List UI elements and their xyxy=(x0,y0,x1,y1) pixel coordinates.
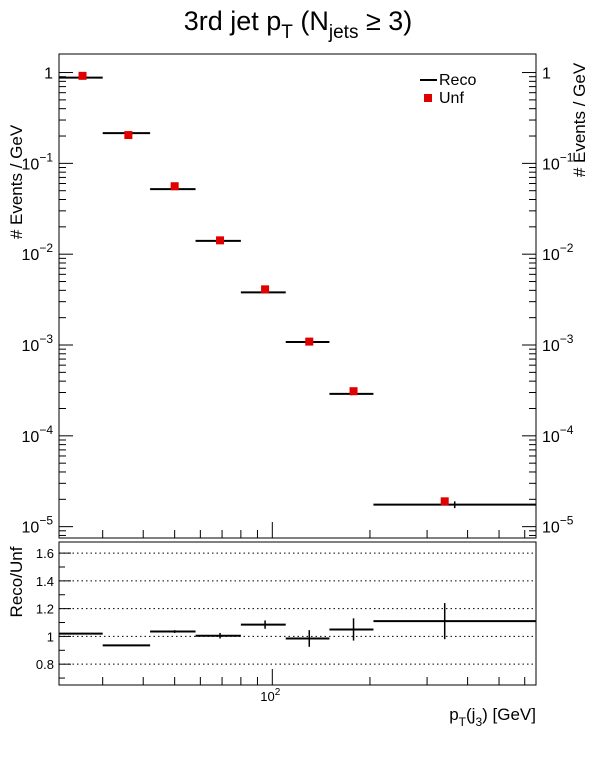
unf-marker xyxy=(216,236,225,245)
ratio-y-tick-label: 1.6 xyxy=(36,546,54,561)
upper-y-tick-label-left: 10−1 xyxy=(22,150,54,173)
upper-y-tick-label-right: 10−4 xyxy=(542,423,574,446)
upper-y-tick-label-left: 10−5 xyxy=(22,514,54,537)
y-axis-label-left: # Events / GeV xyxy=(7,124,26,239)
upper-y-ticks: 10−5 10−5 10−4 10−4 10−3 10−3 10−2 10−2 10−1 10−1… xyxy=(22,66,574,537)
legend-reco-label: Reco xyxy=(439,72,476,89)
legend: Reco Unf xyxy=(416,68,502,108)
upper-y-tick-label-right: 10−5 xyxy=(542,514,574,537)
y-axis-label-right: # Events / GeV xyxy=(570,62,589,177)
ratio-grid xyxy=(59,552,536,665)
ratio-y-ticks: 0.8 1 1.2 1.4 1.6 xyxy=(36,546,71,679)
ratio-y-tick-label: 1.2 xyxy=(36,602,54,617)
upper-y-tick-label-left: 10−4 xyxy=(22,423,54,446)
x-axis-label: pT(j3) [GeV] xyxy=(449,705,536,729)
unf-marker xyxy=(305,337,314,346)
upper-y-tick-label-left: 1 xyxy=(44,66,53,83)
upper-y-tick-label-right: 10−2 xyxy=(542,241,574,264)
ratio-data xyxy=(59,603,536,647)
unf-marker xyxy=(349,387,358,396)
upper-x-ticks xyxy=(102,522,526,538)
legend-unf-square-icon xyxy=(424,94,432,102)
upper-y-tick-label-left: 10−2 xyxy=(22,241,54,264)
upper-y-tick-label-right: 10−1 xyxy=(542,150,574,173)
chart-title: 3rd jet pT (Njets ≥ 3) xyxy=(184,6,413,43)
upper-y-tick-label-right: 1 xyxy=(542,66,551,83)
upper-y-tick-label-left: 10−3 xyxy=(22,332,54,355)
unf-marker xyxy=(440,497,449,506)
ratio-y-tick-label: 0.8 xyxy=(36,657,54,672)
ratio-plot: 0.8 1 1.2 1.4 1.6 102 Reco/Unf pT(j3) [GeV] xyxy=(7,541,537,729)
unf-marker xyxy=(78,71,87,80)
ratio-x-ticks: 102 xyxy=(102,669,526,704)
ratio-y-axis-label: Reco/Unf xyxy=(7,546,26,617)
legend-unf-label: Unf xyxy=(439,90,464,107)
ratio-y-tick-label: 1.4 xyxy=(36,574,54,589)
ratio-y-tick-label: 1 xyxy=(47,629,54,644)
ratio-frame xyxy=(58,541,537,686)
unf-marker xyxy=(124,131,133,140)
upper-plot: 10−5 10−5 10−4 10−4 10−3 10−3 10−2 10−2 10−1 10−1… xyxy=(7,53,589,539)
upper-data xyxy=(59,71,536,509)
upper-frame xyxy=(58,53,537,539)
x-tick-label-100: 102 xyxy=(260,687,280,704)
unf-marker xyxy=(261,285,270,294)
upper-y-tick-label-right: 10−3 xyxy=(542,332,574,355)
unf-marker xyxy=(170,182,179,191)
